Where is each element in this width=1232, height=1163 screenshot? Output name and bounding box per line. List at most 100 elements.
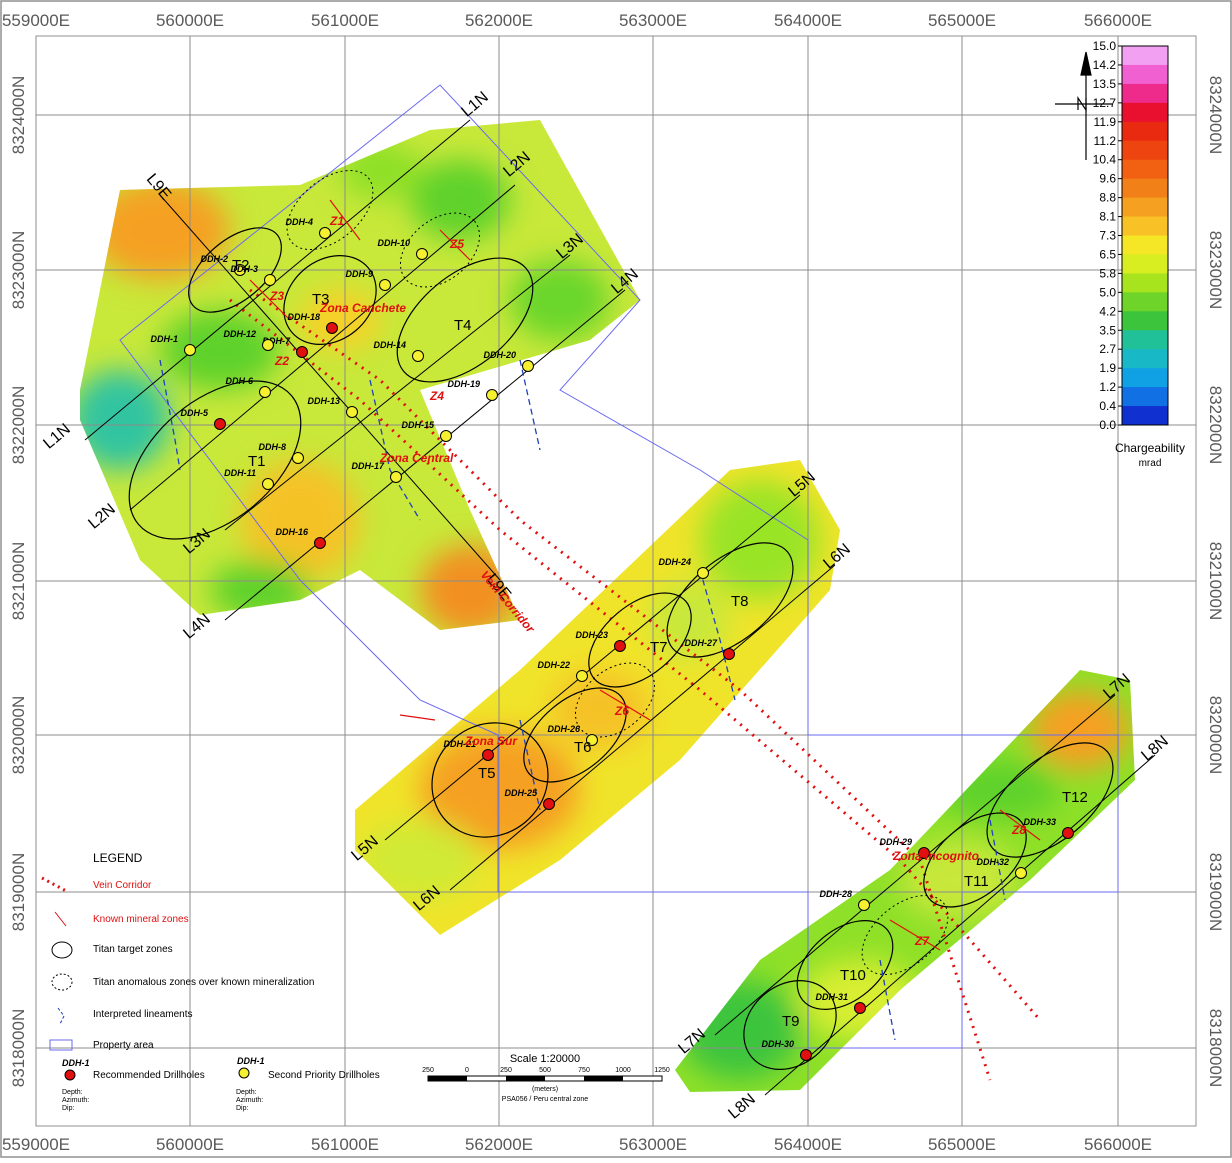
- legend-sample-hole: DDH-1: [237, 1056, 265, 1066]
- legend-vein-symbol: [41, 876, 69, 894]
- drillhole-marker: DDH-1: [150, 334, 196, 356]
- easting-label-top: 562000E: [465, 11, 533, 30]
- legend-sample-meta: Azimuth:: [236, 1097, 263, 1104]
- zone-code-label: Z2: [274, 354, 289, 368]
- colorbar-tick: 1.9: [1099, 361, 1116, 375]
- zone-code-label: Z8: [1011, 823, 1026, 837]
- drillhole-marker: DDH-3: [230, 264, 276, 286]
- drillhole-marker: DDH-25: [504, 788, 555, 810]
- legend-sample-meta: Azimuth:: [62, 1097, 89, 1104]
- colorbar-tick: 3.5: [1099, 323, 1116, 337]
- colorbar-tick: 4.2: [1099, 304, 1116, 318]
- colorbar-title: Chargeability: [1115, 441, 1185, 455]
- drillhole-marker: DDH-23: [575, 630, 626, 652]
- colorbar-swatch: [1122, 64, 1168, 85]
- drillhole-label: DDH-5: [180, 408, 208, 418]
- legend: LEGEND Vein Corridor Known mineral zones Ti…: [41, 851, 380, 1112]
- zone-code-label: Z7: [914, 934, 930, 948]
- known-mineral-zones: [249, 199, 1041, 951]
- drillhole-marker: DDH-33: [1023, 817, 1074, 839]
- drillhole-marker: DDH-5: [180, 408, 226, 430]
- drillhole-marker: DDH-11: [224, 468, 274, 490]
- target-label-t9: T9: [782, 1013, 800, 1030]
- drillhole-marker: DDH-20: [483, 350, 534, 372]
- interpreted-lineaments: [159, 359, 1006, 1041]
- drillhole-marker: DDH-19: [447, 379, 498, 401]
- drillhole-marker: DDH-30: [761, 1039, 812, 1061]
- northing-label-left: 8320000N: [9, 696, 28, 774]
- legend-mineral-symbol: [54, 911, 67, 927]
- easting-label-bottom: 565000E: [928, 1135, 996, 1154]
- colorbar-tick: 10.4: [1093, 153, 1117, 167]
- target-label-t7: T7: [650, 639, 668, 656]
- legend-lineament-symbol: [57, 1007, 65, 1025]
- drillhole-label: DDH-16: [275, 527, 309, 537]
- zone-code-label: Z6: [614, 704, 629, 718]
- drillhole-label: DDH-21: [443, 739, 476, 749]
- drillhole-label: DDH-25: [504, 788, 538, 798]
- drillhole-marker: DDH-28: [819, 889, 870, 911]
- drillhole-marker: DDH-9: [345, 269, 391, 291]
- colorbar-swatch: [1122, 159, 1168, 180]
- north-arrow-icon: [1055, 51, 1112, 160]
- drillhole-label: DDH-28: [819, 889, 852, 899]
- easting-label-top: 566000E: [1084, 11, 1152, 30]
- scale-title: Scale 1:20000: [510, 1053, 580, 1065]
- colorbar-swatch: [1122, 254, 1168, 274]
- northing-label-left: 8318000N: [9, 1009, 28, 1087]
- target-label-t8: T8: [731, 593, 749, 610]
- drillhole-marker: DDH-22: [537, 660, 588, 682]
- drillhole-label: DDH-32: [976, 857, 1009, 867]
- colorbar-swatch: [1122, 140, 1168, 161]
- legend-item-label: Second Priority Drillholes: [268, 1070, 380, 1081]
- drillhole-marker: DDH-31: [815, 992, 866, 1014]
- easting-label-bottom: 561000E: [311, 1135, 379, 1154]
- target-label-t1: T1: [248, 453, 266, 470]
- zone-code-label: Z4: [429, 389, 444, 403]
- legend-second-symbol: [238, 1067, 250, 1079]
- colorbar-swatch: [1122, 102, 1168, 123]
- colorbar-swatch: [1122, 273, 1168, 293]
- colorbar-tick: 8.8: [1099, 191, 1116, 205]
- drillhole-label: DDH-22: [537, 660, 570, 670]
- drillhole-marker: DDH-8: [258, 442, 304, 464]
- northing-label-left: 8319000N: [9, 853, 28, 931]
- colorbar-swatch: [1122, 178, 1168, 199]
- drillhole-marker: DDH-13: [307, 396, 358, 418]
- colorbar-tick: 9.6: [1099, 172, 1116, 186]
- target-zones: [128, 227, 1114, 1071]
- colorbar-tick: 1.2: [1099, 380, 1116, 394]
- drillhole-label: DDH-17: [351, 461, 385, 471]
- easting-label-bottom: 562000E: [465, 1135, 533, 1154]
- drillhole-marker: DDH-17: [351, 461, 402, 483]
- legend-item-label: Property area: [93, 1040, 154, 1051]
- colorbar-tick: 7.3: [1099, 229, 1116, 243]
- legend-sample-meta: Depth:: [62, 1089, 83, 1096]
- colorbar-swatch: [1122, 349, 1168, 369]
- scale-tick: 1000: [615, 1067, 631, 1074]
- legend-sample-meta: Depth:: [236, 1089, 257, 1096]
- scale-tick: 500: [539, 1067, 551, 1074]
- drillhole-label: DDH-11: [224, 468, 256, 478]
- drillhole-marker: DDH-15: [401, 420, 452, 442]
- scale-unit: (meters): [532, 1086, 558, 1093]
- legend-recommended-symbol: [64, 1069, 76, 1081]
- easting-label-top: 564000E: [774, 11, 842, 30]
- drillhole-marker: DDH-18: [287, 312, 338, 334]
- colorbar-tick: 5.8: [1099, 266, 1116, 280]
- northing-label-right: 8318000N: [1206, 1009, 1225, 1087]
- drillhole-label: DDH-3: [230, 264, 258, 274]
- colorbar-tick: 8.1: [1099, 210, 1116, 224]
- colorbar-unit: mrad: [1139, 458, 1162, 469]
- legend-item-label: Interpreted lineaments: [93, 1009, 193, 1020]
- drillhole-label: DDH-4: [285, 217, 313, 227]
- drillhole-label: DDH-7: [262, 336, 290, 346]
- drillhole-marker: DDH-16: [275, 527, 326, 549]
- drillhole-label: DDH-27: [684, 638, 718, 648]
- zone-label: Zona Central: [379, 451, 454, 465]
- northing-label-right: 8320000N: [1206, 696, 1225, 774]
- colorbar-swatch: [1122, 83, 1168, 104]
- drillhole-label: DDH-33: [1023, 817, 1056, 827]
- drillhole-label: DDH-20: [483, 350, 516, 360]
